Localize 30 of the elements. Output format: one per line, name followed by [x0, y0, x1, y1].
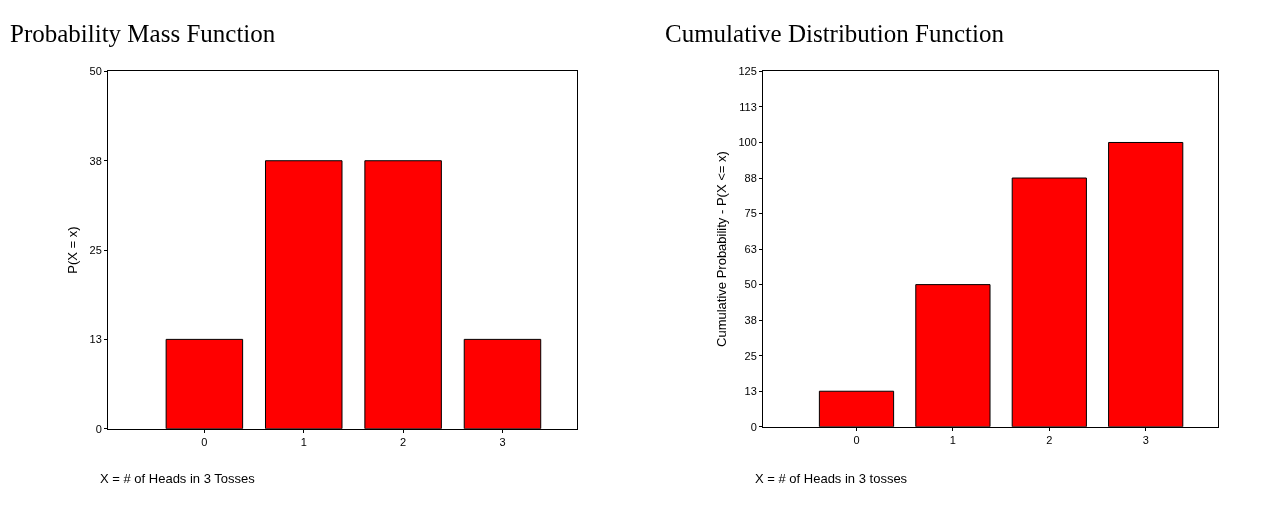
y-tick-label: 0 — [750, 420, 757, 433]
y-tick-label: 50 — [744, 278, 757, 291]
x-tick-label: 1 — [300, 435, 307, 448]
y-axis-title: Cumulative Probability - P(X <= x) — [714, 151, 730, 347]
chart-title: Cumulative Distribution Function — [665, 20, 1005, 47]
y-tick-label: 13 — [89, 333, 102, 346]
x-tick-label: 3 — [1142, 433, 1149, 446]
y-tick-label: 50 — [89, 65, 102, 78]
y-tick-label: 25 — [89, 243, 102, 256]
y-tick-label: 25 — [744, 349, 757, 362]
y-axis-title: P(X = x) — [65, 226, 81, 274]
y-tick-label: 75 — [744, 207, 757, 220]
y-tick-label: 125 — [738, 65, 757, 78]
x-tick-label: 2 — [400, 435, 407, 448]
x-tick-label: 0 — [853, 433, 860, 446]
y-tick-label: 38 — [744, 314, 757, 327]
y-tick-label: 88 — [744, 171, 757, 184]
y-tick-label: 100 — [738, 136, 757, 149]
x-tick-label: 0 — [201, 435, 208, 448]
y-tick-label: 38 — [89, 154, 102, 167]
x-axis-title: X = # of Heads in 3 tosses — [755, 471, 908, 486]
x-tick-label: 2 — [1046, 433, 1053, 446]
y-tick-label: 63 — [744, 242, 757, 255]
chart-title: Probability Mass Function — [10, 20, 276, 47]
y-tick-label: 0 — [95, 422, 102, 435]
y-tick-label: 113 — [739, 100, 757, 113]
x-tick-label: 3 — [499, 435, 506, 448]
y-tick-label: 13 — [744, 385, 757, 398]
x-tick-label: 1 — [949, 433, 956, 446]
x-axis-title: X = # of Heads in 3 Tosses — [100, 471, 256, 486]
